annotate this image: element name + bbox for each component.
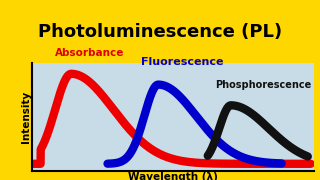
Text: Absorbance: Absorbance: [55, 48, 124, 58]
Text: Phosphorescence: Phosphorescence: [215, 80, 311, 90]
Text: Fluorescence: Fluorescence: [141, 57, 224, 67]
Y-axis label: Intensity: Intensity: [20, 91, 31, 143]
X-axis label: Wavelength (λ): Wavelength (λ): [128, 172, 218, 180]
Text: Photoluminescence (PL): Photoluminescence (PL): [38, 23, 282, 41]
